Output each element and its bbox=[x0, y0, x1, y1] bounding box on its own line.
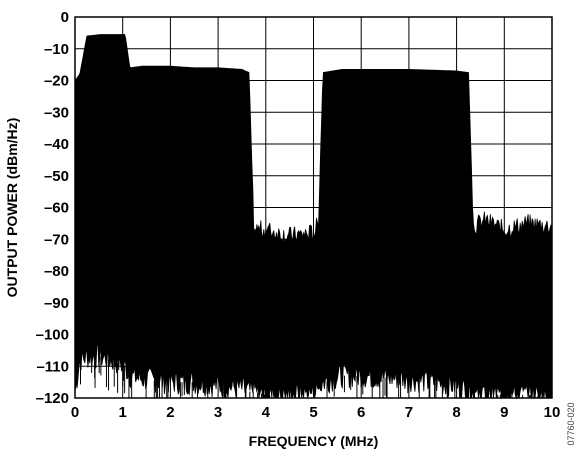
plot-frame bbox=[74, 16, 553, 399]
y-tick-labels: 0 –10 –20 –30 –40 –50 –60 –70 –80 –90 –100 –110 –120 bbox=[36, 9, 69, 407]
y-tick-label: –80 bbox=[44, 263, 69, 280]
x-tick-label: 5 bbox=[309, 404, 317, 421]
y-tick-label: –60 bbox=[44, 200, 69, 217]
x-tick-label: 10 bbox=[544, 404, 561, 421]
spectrum-series bbox=[74, 34, 553, 400]
x-tick-labels: 0 1 2 3 4 5 6 7 8 9 10 bbox=[71, 404, 561, 421]
x-tick-label: 1 bbox=[119, 404, 127, 421]
x-tick-label: 2 bbox=[166, 404, 174, 421]
y-tick-label: –20 bbox=[44, 73, 69, 90]
y-tick-label: 0 bbox=[61, 9, 69, 26]
x-tick-label: 0 bbox=[71, 404, 79, 421]
x-tick-label: 3 bbox=[214, 404, 222, 421]
x-tick-label: 9 bbox=[500, 404, 508, 421]
x-axis-label: FREQUENCY (MHz) bbox=[249, 433, 379, 449]
y-tick-label: –50 bbox=[44, 168, 69, 185]
y-tick-label: –110 bbox=[36, 358, 69, 375]
x-tick-label: 4 bbox=[262, 404, 271, 421]
y-tick-label: –100 bbox=[36, 327, 69, 344]
x-tick-label: 6 bbox=[357, 404, 365, 421]
y-tick-label: –40 bbox=[44, 136, 69, 153]
y-tick-label: –70 bbox=[44, 231, 69, 248]
y-tick-label: –90 bbox=[44, 295, 69, 312]
y-tick-label: –120 bbox=[36, 390, 69, 407]
x-tick-label: 8 bbox=[452, 404, 460, 421]
y-axis-label: OUTPUT POWER (dBm/Hz) bbox=[4, 118, 20, 298]
y-tick-label: –30 bbox=[44, 104, 69, 121]
figure-id: 07760-020 bbox=[566, 402, 576, 445]
x-tick-label: 7 bbox=[405, 404, 413, 421]
y-tick-label: –10 bbox=[44, 41, 69, 58]
